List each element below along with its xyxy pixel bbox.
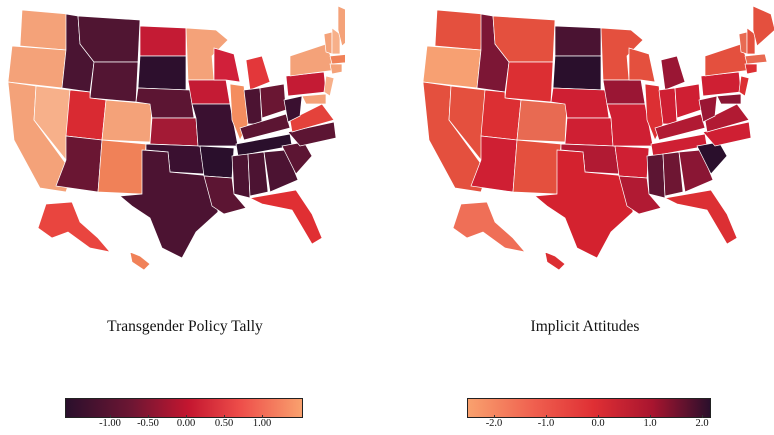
legend-tick: -1.00	[99, 418, 121, 429]
left-map-title: Transgender Policy Tally	[107, 318, 263, 335]
us-states-right	[422, 5, 774, 271]
state-colorado	[101, 99, 153, 143]
state-virginia	[704, 103, 750, 133]
state-arizona	[470, 135, 518, 193]
state-louisiana	[618, 175, 662, 215]
state-massachusetts	[744, 53, 768, 65]
state-alabama	[247, 151, 269, 197]
state-texas	[534, 149, 634, 259]
state-hawaii	[544, 251, 566, 271]
state-virginia	[289, 103, 335, 133]
legend-tick: 1.00	[252, 418, 272, 429]
color-scale-bar	[65, 398, 303, 418]
policy-tally-legend: -1.00 -0.50 0.00 0.50 1.00	[65, 398, 303, 432]
state-new-mexico	[97, 139, 147, 195]
state-connecticut	[744, 63, 758, 75]
state-wyoming	[504, 61, 554, 103]
state-florida	[248, 189, 323, 245]
state-maine	[337, 5, 345, 47]
state-ohio	[674, 83, 702, 119]
state-michigan	[245, 55, 271, 91]
state-new-hampshire	[746, 27, 756, 55]
state-colorado	[516, 99, 568, 143]
implicit-attitudes-map	[405, 0, 774, 285]
state-kansas	[149, 117, 199, 147]
us-states-left	[7, 5, 345, 271]
state-mississippi	[231, 153, 251, 199]
state-north-carolina	[287, 121, 337, 147]
state-south-carolina	[281, 141, 313, 175]
state-south-dakota	[552, 55, 602, 91]
state-florida	[663, 189, 738, 245]
state-alabama	[662, 151, 684, 197]
state-washington	[434, 9, 484, 51]
state-kentucky	[654, 113, 706, 141]
state-new-jersey	[738, 75, 750, 97]
state-arkansas	[614, 145, 650, 179]
state-alaska	[452, 201, 526, 253]
state-ohio	[259, 83, 287, 119]
state-north-carolina	[702, 121, 752, 147]
state-oregon	[7, 45, 67, 89]
legend-tick: -1.0	[537, 418, 555, 429]
legend-tick: 1.0	[643, 418, 657, 429]
implicit-attitudes-legend: -2.0 -1.0 0.0 1.0 2.0	[467, 398, 711, 432]
state-south-dakota	[137, 55, 187, 91]
state-washington	[19, 9, 69, 51]
right-map-title: Implicit Attitudes	[530, 318, 640, 335]
legend-tick: 2.0	[695, 418, 709, 429]
state-arkansas	[199, 145, 235, 179]
state-michigan	[660, 55, 686, 91]
state-west-virginia	[698, 95, 718, 123]
state-north-dakota	[139, 25, 187, 57]
state-new-mexico	[512, 139, 562, 195]
policy-tally-map	[0, 0, 345, 285]
state-hawaii	[129, 251, 151, 271]
state-wyoming	[89, 61, 139, 103]
state-arizona	[55, 135, 103, 193]
state-kentucky	[239, 113, 291, 141]
state-alaska	[37, 201, 111, 253]
state-iowa	[187, 79, 231, 105]
legend-tick: 0.00	[176, 418, 196, 429]
state-missouri	[606, 103, 654, 147]
state-maine	[752, 5, 774, 47]
state-iowa	[602, 79, 646, 105]
state-wisconsin	[213, 47, 241, 83]
state-connecticut	[329, 63, 343, 75]
legend-tick: -0.50	[137, 418, 159, 429]
state-wisconsin	[628, 47, 656, 83]
state-missouri	[191, 103, 239, 147]
state-south-carolina	[696, 141, 728, 175]
state-maryland	[716, 93, 742, 105]
color-scale-bar	[467, 398, 711, 418]
legend-tick: 0.50	[214, 418, 234, 429]
state-new-hampshire	[331, 27, 341, 55]
state-mississippi	[646, 153, 666, 199]
legend-tick: -2.0	[485, 418, 503, 429]
state-north-dakota	[554, 25, 602, 57]
state-massachusetts	[329, 54, 345, 65]
state-oregon	[422, 45, 482, 89]
state-new-jersey	[323, 75, 335, 97]
state-texas	[119, 149, 219, 259]
state-maryland	[301, 93, 327, 105]
legend-tick: 0.0	[591, 418, 605, 429]
state-west-virginia	[283, 95, 303, 123]
state-louisiana	[203, 175, 247, 215]
state-kansas	[564, 117, 614, 147]
